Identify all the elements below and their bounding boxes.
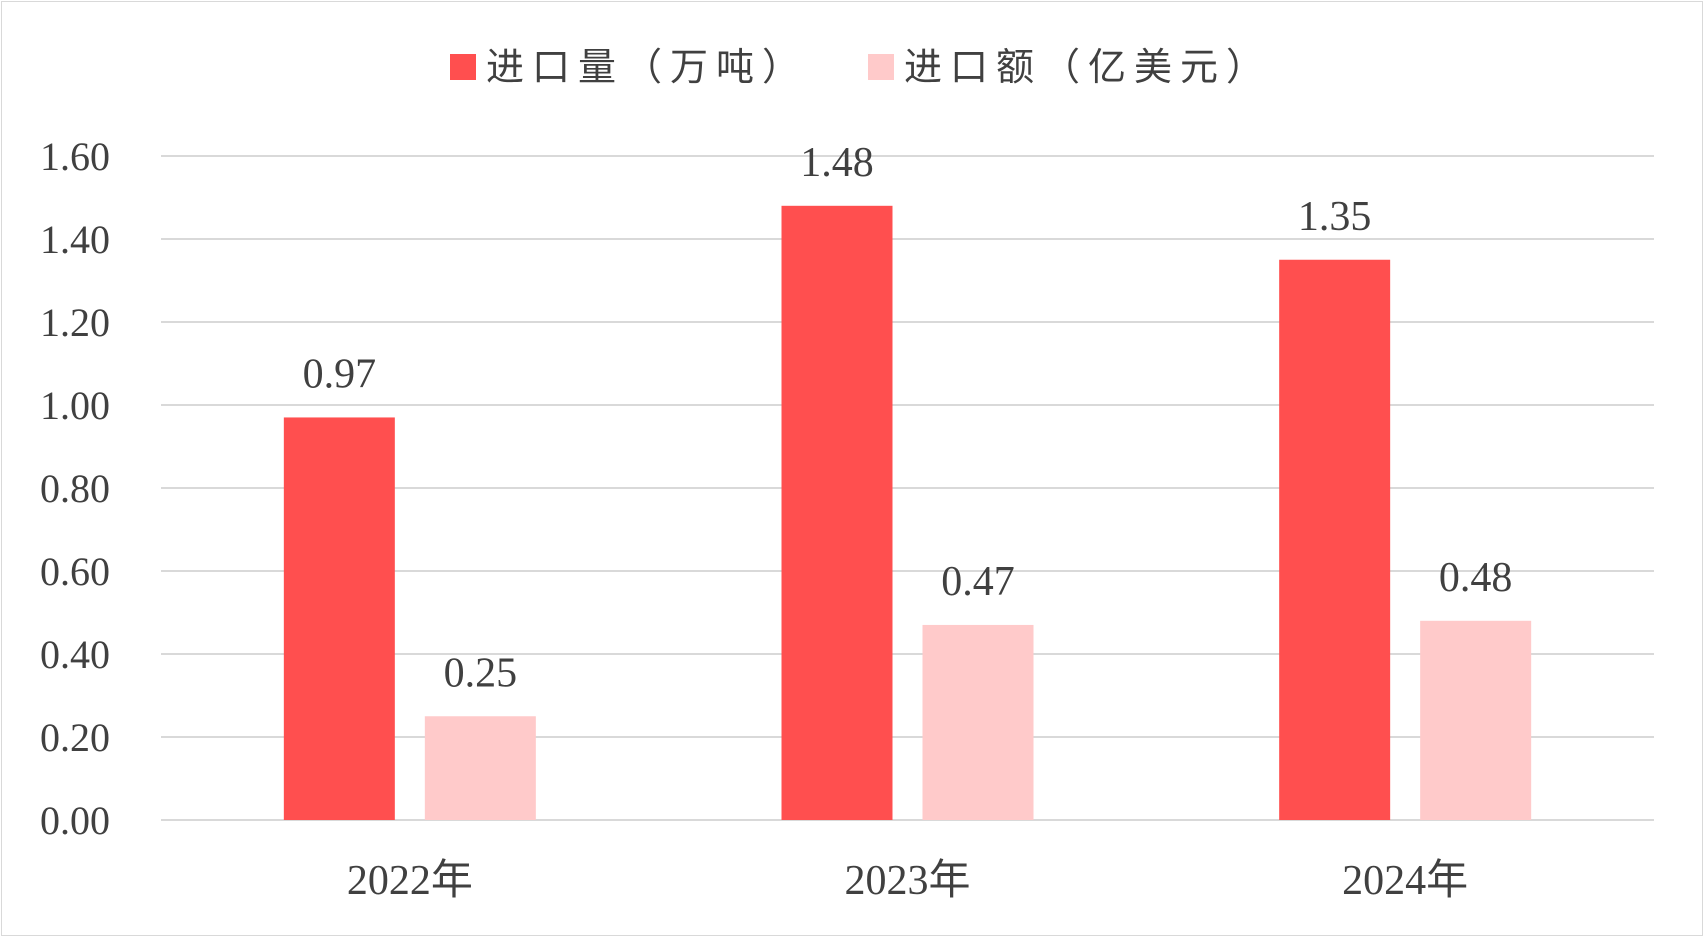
data-label: 0.47 <box>941 559 1015 605</box>
y-tick-label: 1.40 <box>40 217 110 262</box>
data-label: 0.97 <box>303 351 377 397</box>
x-tick-label: 2024年 <box>1342 857 1468 904</box>
bar-import-volume <box>1279 259 1391 820</box>
gridlines <box>161 155 1654 821</box>
data-labels: 0.97 0.25 1.48 0.47 1.35 0.48 <box>303 140 1513 696</box>
x-axis: 2022年 2023年 2024年 <box>347 857 1468 904</box>
y-tick-label: 1.60 <box>40 134 110 179</box>
bar-import-volume <box>283 417 395 820</box>
y-tick-label: 1.00 <box>40 383 110 428</box>
y-tick-label: 1.20 <box>40 300 110 345</box>
legend-label-import-volume: 进口量（万吨） <box>486 45 808 89</box>
y-tick-label: 0.40 <box>40 632 110 677</box>
data-label: 1.35 <box>1298 194 1372 240</box>
legend: 进口量（万吨） 进口额（亿美元） <box>450 45 1272 89</box>
x-tick-label: 2022年 <box>347 857 473 904</box>
x-tick-label: 2023年 <box>844 857 970 904</box>
bar-import-value <box>922 624 1034 820</box>
bar-import-volume <box>781 205 893 821</box>
legend-label-import-value: 进口额（亿美元） <box>904 45 1272 89</box>
y-tick-label: 0.80 <box>40 466 110 511</box>
legend-swatch-import-value <box>868 54 894 80</box>
y-tick-label: 0.00 <box>40 798 110 843</box>
data-label: 1.48 <box>800 140 874 186</box>
data-label: 0.25 <box>444 650 518 696</box>
bar-import-value <box>424 716 536 820</box>
bars <box>283 205 1532 821</box>
bar-import-value <box>1420 620 1532 820</box>
legend-swatch-import-volume <box>450 54 476 80</box>
data-label: 0.48 <box>1439 555 1513 601</box>
y-tick-label: 0.20 <box>40 715 110 760</box>
y-axis: 0.00 0.20 0.40 0.60 0.80 1.00 1.20 1.40 1.60 <box>40 134 110 843</box>
y-tick-label: 0.60 <box>40 549 110 594</box>
